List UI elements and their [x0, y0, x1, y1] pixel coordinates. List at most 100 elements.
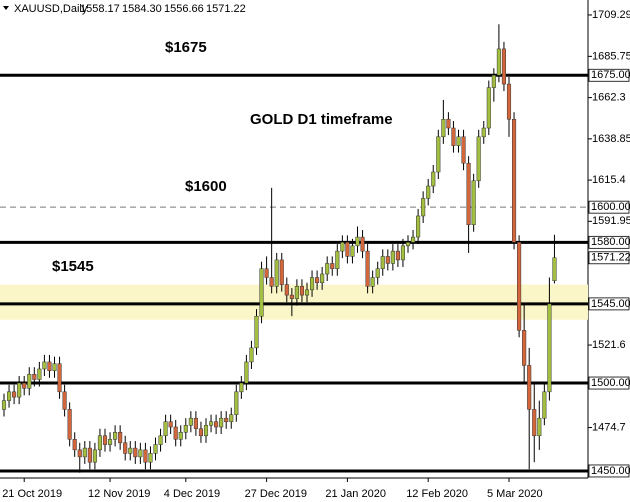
candle-body — [72, 439, 77, 451]
level-label-box — [588, 68, 630, 82]
level-label-box — [588, 200, 630, 214]
candle-body — [163, 421, 168, 437]
candle-body — [244, 361, 249, 384]
candle-body — [405, 242, 411, 247]
candle-body — [173, 426, 178, 440]
x-tick-label: 5 Mar 2020 — [487, 488, 543, 500]
annotation: GOLD D1 timeframe — [250, 111, 393, 128]
candle-body — [7, 391, 12, 401]
candle-body — [390, 250, 395, 264]
candle-body — [1, 400, 7, 410]
candle-body — [17, 382, 22, 398]
level-label: 1450.00 — [591, 465, 630, 477]
candle-body — [299, 286, 304, 296]
candle-body — [52, 363, 57, 371]
candle-body — [466, 162, 471, 226]
candle-body — [239, 382, 244, 393]
current-price-box — [588, 251, 630, 265]
candle-body — [102, 435, 108, 445]
candle-body — [67, 409, 72, 440]
x-tick-label: 21 Oct 2019 — [2, 488, 62, 500]
menu-arrow[interactable] — [3, 6, 9, 10]
candle-body — [128, 447, 133, 454]
candle-body — [284, 284, 289, 296]
x-tick-label: 27 Dec 2019 — [245, 488, 307, 500]
candle-body — [108, 439, 113, 445]
candle-body — [491, 75, 496, 88]
candle-body — [229, 414, 234, 422]
candle-body — [360, 236, 365, 252]
candle-body — [355, 236, 360, 247]
candle-body — [527, 365, 532, 410]
candle-body — [37, 368, 42, 380]
candle-body — [32, 373, 37, 380]
candle-body — [320, 273, 325, 284]
candle-body — [496, 48, 501, 76]
header-value: 1584.30 — [122, 3, 162, 15]
symbol: XAUUSD,Daily — [14, 3, 88, 15]
candle-body — [118, 432, 123, 444]
candle-body — [193, 417, 198, 430]
candle-body — [486, 87, 491, 129]
x-tick-label: 21 Jan 2020 — [325, 488, 386, 500]
candle-body — [461, 136, 466, 164]
level-label: 1500.00 — [591, 377, 630, 389]
candle-body — [416, 215, 421, 238]
candle-body — [198, 428, 203, 437]
level-label-box — [588, 235, 630, 249]
candle-body — [274, 259, 279, 287]
level-label-box — [588, 297, 630, 311]
candle-body — [411, 236, 416, 243]
candle-body — [501, 48, 506, 85]
candle-body — [97, 435, 103, 451]
candle-body — [188, 417, 193, 426]
candle-body — [370, 277, 375, 287]
candle-body — [224, 417, 229, 422]
annotation: $1675 — [165, 39, 207, 56]
candle-body — [446, 118, 451, 129]
candle-body — [330, 263, 335, 269]
y-tick-label: 1474.7 — [592, 421, 626, 433]
candle-body — [234, 391, 239, 415]
level-label: 1545.00 — [591, 298, 630, 310]
header-value: 1558.17 — [80, 3, 120, 15]
candle-body — [148, 453, 153, 463]
candle-body — [375, 268, 380, 278]
candle-body — [441, 118, 446, 138]
candle-body — [133, 447, 138, 458]
x-tick-label: 12 Nov 2019 — [88, 488, 150, 500]
current-price-label: 1571.22 — [591, 252, 630, 264]
y-tick-label: 1685.75 — [592, 50, 630, 62]
candle-body — [471, 180, 476, 226]
level-label-box — [588, 376, 630, 390]
zone — [0, 284, 588, 320]
level-label: 1675.00 — [591, 69, 630, 81]
candle-body — [325, 263, 330, 275]
candle-body — [153, 444, 158, 454]
candle-body — [426, 185, 431, 199]
candle-body — [92, 449, 97, 463]
candle-body — [304, 289, 310, 296]
candle-body — [532, 409, 537, 437]
candle-body — [451, 127, 456, 146]
candle-body — [209, 421, 214, 426]
candle-body — [279, 259, 284, 285]
candle-body — [380, 256, 385, 269]
candle-body — [77, 449, 82, 458]
candle-body — [350, 245, 355, 257]
candle-body — [12, 391, 17, 398]
y-tick-label: 1591.95 — [592, 215, 630, 227]
candle-body — [219, 417, 224, 428]
candle-body — [264, 268, 269, 278]
y-tick-label: 1521.6 — [592, 339, 626, 351]
x-tick-label: 4 Dec 2019 — [164, 488, 220, 500]
candle-body — [22, 382, 27, 389]
candle-body — [506, 83, 512, 120]
candle-body — [42, 361, 47, 370]
candle-body — [158, 435, 163, 445]
candle-body — [168, 421, 173, 428]
y-tick-label: 1662.3 — [592, 92, 626, 104]
candle-body — [456, 136, 461, 146]
candle-body — [522, 330, 527, 366]
